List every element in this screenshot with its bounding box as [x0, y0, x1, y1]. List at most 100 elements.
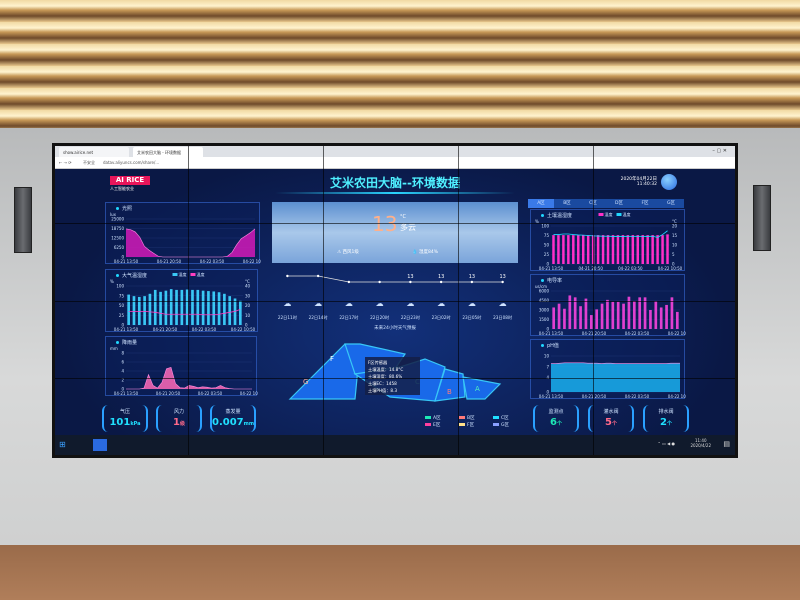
legend-item[interactable]: G区 [493, 422, 509, 428]
cloudy-icon: ☁ [345, 299, 353, 308]
y-unit: us/cm [535, 284, 547, 289]
legend-item[interactable]: B区 [459, 415, 475, 421]
forecast-point [470, 280, 474, 284]
x-tick-label: 04-21 20:50 [156, 391, 181, 396]
bar [180, 289, 184, 325]
y-tick-label: 0 [546, 262, 549, 267]
area-series [551, 362, 680, 392]
forecast-time: 23日02时 [432, 314, 452, 321]
zone-tab[interactable]: G区 [667, 201, 675, 206]
bar [191, 289, 194, 325]
bar [552, 307, 556, 329]
video-wall: show.airice.net 艾米农田大脑 - 环境数据 – ▢ ✕ ← → … [52, 143, 738, 458]
legend-swatch [616, 213, 622, 216]
humidity-info: 💧 湿度84% [412, 250, 439, 255]
legend-swatch [459, 423, 465, 426]
legend-item[interactable]: A区 [425, 415, 441, 421]
y-tick-label: 8 [121, 351, 124, 356]
cloudy-icon: ☁ [437, 299, 445, 308]
legend-item[interactable]: E区 [425, 422, 440, 428]
bar [641, 235, 644, 264]
bar [562, 235, 565, 264]
address-bar[interactable]: ← → ⟳ 不安全 datav.aliyuncs.com/share/... [55, 157, 735, 169]
bezel-seam [55, 223, 735, 224]
browser-taskbar-icon[interactable] [93, 439, 107, 451]
taskbar: ⊞ ⌃ ▭ ◀ ● 11:40 2020/4/22 ▤ [55, 435, 735, 455]
forecast-point [286, 274, 289, 278]
y-right-unit: °C [245, 279, 250, 284]
bar [577, 235, 580, 264]
bar [169, 289, 173, 325]
bar [666, 234, 669, 264]
tray-icons[interactable]: ⌃ ▭ ◀ ● [657, 441, 675, 446]
bar [153, 289, 157, 325]
bar [665, 304, 668, 329]
zone-a[interactable] [462, 376, 502, 400]
forecast-temp-label: 13 [499, 274, 505, 280]
farm-map[interactable]: F G C B A F区传感器土壤温度：14.8°C土壤湿度：80.6%土壤EC… [285, 339, 505, 429]
line-series [128, 309, 241, 316]
bar [557, 303, 561, 329]
taskbar-clock[interactable]: 11:40 2020/4/22 [690, 438, 711, 448]
globe-icon[interactable] [661, 174, 677, 190]
line-series [553, 230, 668, 238]
y-tick-label: 0 [121, 255, 124, 260]
forecast-time: 22日23时 [401, 314, 421, 321]
zone-tab[interactable]: B区 [563, 201, 571, 206]
window-controls[interactable]: – ▢ ✕ [712, 148, 727, 154]
stat-card: 蒸发量 0.007mm [210, 405, 256, 432]
stat-unit: mm [243, 421, 255, 427]
browser-tab[interactable]: show.airice.net [59, 147, 129, 157]
zone-tab[interactable]: A区 [528, 199, 554, 208]
cloudy-icon: ☁ [314, 299, 322, 308]
legend-item[interactable]: F区 [459, 422, 474, 428]
forecast-point [347, 280, 351, 284]
tooltip-line: F区传感器 [368, 359, 388, 366]
zone-label-g: G [303, 378, 308, 386]
y-tick-label: 7 [546, 364, 549, 369]
y-tick-label: 0 [121, 387, 124, 392]
notification-icon[interactable]: ▤ [723, 440, 730, 448]
bar [611, 235, 615, 264]
forecast-temp-label: 13 [469, 274, 475, 280]
bar [223, 293, 226, 325]
bar [589, 315, 593, 329]
forecast-time: 22日11时 [278, 314, 298, 321]
forecast-chart: ☁ 22日11时 ☁ 22日14时 ☁ 22日17时 ☁ 22日20时 13 ☁ 22日23时 13 ☁… [278, 274, 513, 321]
browser-tab-active[interactable]: 艾米农田大脑 - 环境数据 [133, 147, 203, 157]
rain-chart: 0 2 4 6 8mm 04-21 13:50 04-21 20:50 04-22 03:50… [110, 346, 258, 396]
tab-title: show.airice.net [63, 150, 94, 155]
panel-title: 电导率 [541, 277, 562, 284]
legend-label: 温度 [623, 211, 631, 217]
cloudy-icon: ☁ [468, 299, 476, 308]
panel-title: 光照 [116, 205, 132, 212]
legend-swatch [493, 416, 499, 419]
windows-start-icon[interactable]: ⊞ [59, 440, 66, 449]
y-tick-label: 50 [544, 243, 550, 248]
y-tick-label: 75 [544, 233, 550, 238]
legend-label: B区 [467, 416, 475, 421]
zone-tab[interactable]: F区 [641, 201, 649, 206]
stat-card: 气压 101kPa [102, 405, 148, 432]
current-temperature: 13 [372, 212, 398, 236]
cloudy-icon: ☁ [499, 299, 507, 308]
legend-item[interactable]: C区 [493, 415, 509, 421]
zone-tab[interactable]: D区 [615, 201, 623, 206]
bar [626, 235, 630, 264]
forecast-point [378, 280, 381, 284]
bar [212, 291, 216, 325]
zone-b[interactable] [434, 368, 466, 402]
stat-label: 灌水阀 [603, 409, 619, 415]
bezel-seam [55, 301, 735, 302]
x-tick-label: 04-21 13:50 [114, 327, 139, 332]
stat-unit: 级 [179, 421, 185, 427]
bezel-seam [458, 146, 459, 455]
stat-value: 101kPa [109, 417, 141, 428]
x-tick-label: 04-22 03:50 [618, 266, 643, 271]
bar [581, 235, 585, 264]
url-text[interactable]: datav.aliyuncs.com/share/... [103, 160, 160, 165]
y-right-tick-label: 10 [672, 243, 678, 248]
nav-icons[interactable]: ← → ⟳ [59, 160, 72, 165]
stat-value: 1级 [173, 417, 185, 428]
